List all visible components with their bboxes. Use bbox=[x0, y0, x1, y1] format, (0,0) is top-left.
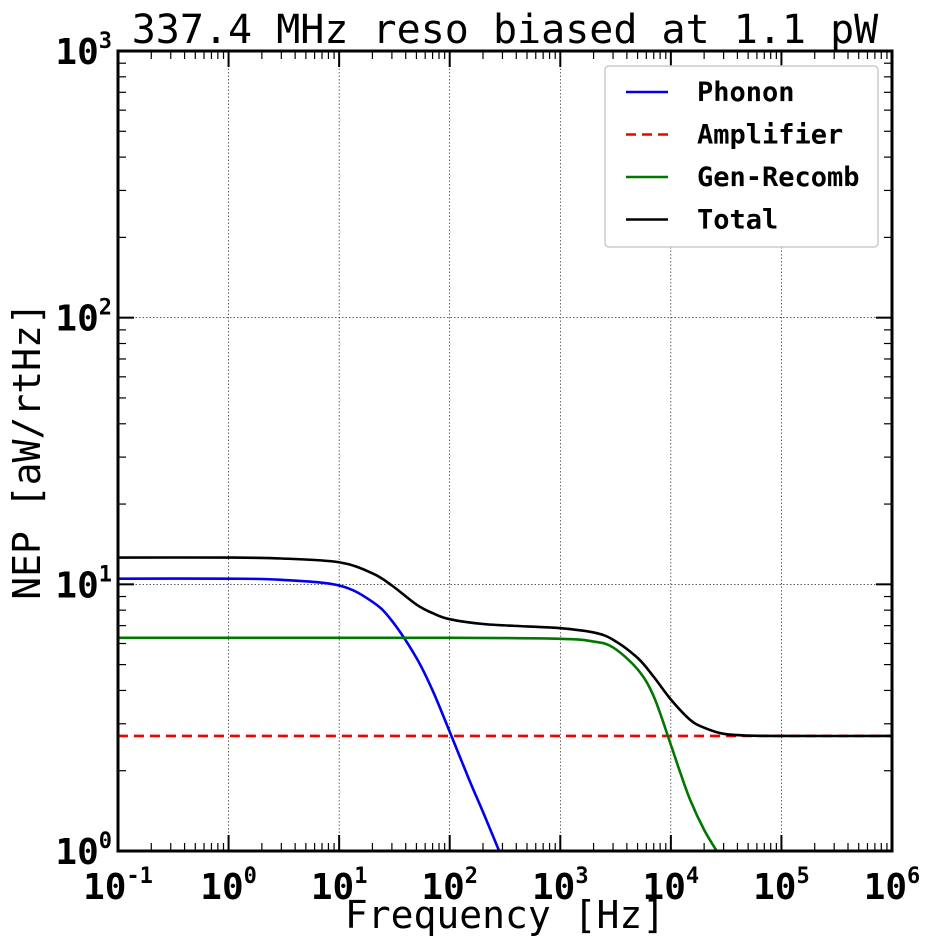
x-tick-label: 103 bbox=[532, 864, 589, 908]
legend-label: Total bbox=[697, 205, 778, 236]
x-tick-label: 10-1 bbox=[83, 864, 153, 908]
legend-box bbox=[604, 65, 879, 248]
legend: Phonon Amplifier Gen-Recomb Total bbox=[604, 65, 879, 248]
series-line-gen-recomb bbox=[118, 636, 718, 851]
x-axis-label: Frequency [Hz] bbox=[345, 893, 665, 937]
x-tick-labels: 10-1 100 101 102 103 104 105 106 bbox=[83, 864, 920, 908]
x-tick-label: 102 bbox=[421, 864, 478, 908]
grid-lines bbox=[118, 51, 892, 851]
series-line-phonon bbox=[118, 577, 501, 851]
y-axis-label: NEP [aW/rtHz] bbox=[5, 302, 49, 599]
legend-label: Amplifier bbox=[697, 120, 843, 151]
legend-label: Gen-Recomb bbox=[697, 162, 860, 193]
y-tick-labels: 100 101 102 103 bbox=[55, 29, 112, 873]
y-tick-label: 101 bbox=[55, 562, 112, 606]
x-tick-label: 104 bbox=[643, 864, 700, 908]
series-line-total bbox=[118, 556, 892, 738]
y-tick-label: 103 bbox=[55, 29, 112, 73]
x-tick-label: 106 bbox=[864, 864, 921, 908]
x-tick-label: 105 bbox=[753, 864, 810, 908]
y-tick-label: 100 bbox=[55, 829, 112, 873]
legend-label: Phonon bbox=[697, 77, 795, 108]
chart-title: 337.4 MHz reso biased at 1.1 pW bbox=[132, 7, 879, 53]
y-tick-label: 102 bbox=[55, 296, 112, 340]
series-layer bbox=[118, 556, 892, 851]
x-tick-label: 101 bbox=[311, 864, 368, 908]
x-tick-label: 100 bbox=[200, 864, 257, 908]
plot-frame bbox=[116, 49, 894, 853]
